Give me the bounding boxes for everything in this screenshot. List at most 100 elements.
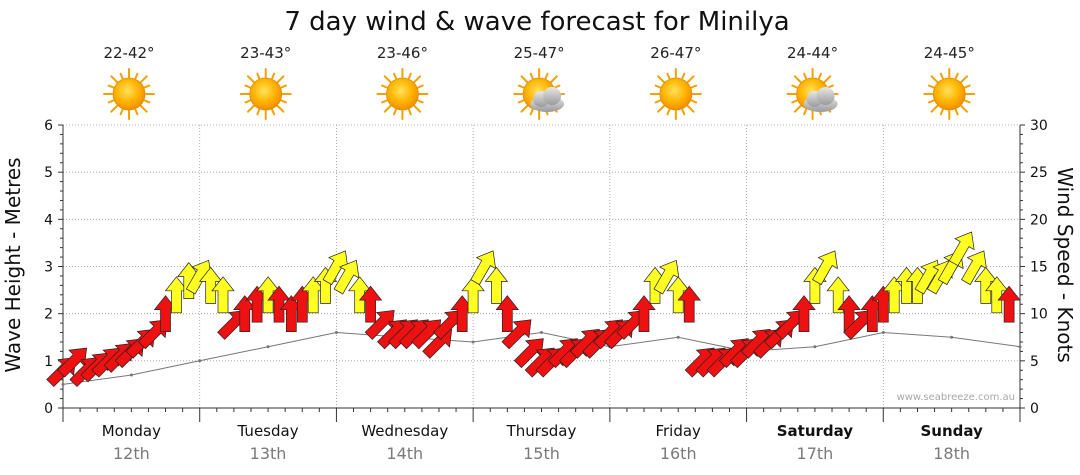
sun-ray — [793, 75, 802, 83]
wind-arrow-shape — [137, 319, 168, 350]
wind-arrow-shape — [826, 276, 850, 314]
sun-ray — [383, 105, 392, 113]
sun-ray — [417, 99, 424, 104]
sun-ray — [280, 99, 288, 104]
sun-ray — [666, 108, 671, 116]
wind-arrow-shape — [948, 231, 975, 267]
wind-arrow — [137, 319, 168, 350]
sun-ray — [413, 105, 422, 113]
sun-ray — [381, 84, 388, 89]
day-date-label: 13th — [250, 444, 287, 463]
cloud-shape — [803, 87, 838, 112]
wind-arrow — [948, 231, 975, 267]
sun-disc — [112, 77, 146, 111]
wave-height-point — [813, 345, 817, 349]
sun-ray — [939, 72, 944, 80]
wind-arrow — [826, 276, 850, 314]
sun-ray — [553, 84, 561, 89]
sun-ray — [119, 108, 124, 116]
sun-ray — [271, 72, 276, 80]
day-name-label: Sunday — [920, 422, 983, 440]
sun-disc — [932, 77, 966, 111]
wind-arrow — [211, 276, 235, 314]
y2-axis-title: Wind Speed - Knots — [1053, 167, 1077, 363]
sun-ray — [803, 108, 808, 116]
sun-ray — [134, 72, 139, 80]
wind-arrow — [333, 259, 360, 295]
y-tick-label: 4 — [44, 212, 53, 228]
sun-icon — [239, 68, 292, 120]
sun-ray — [544, 72, 549, 80]
sun-ray — [963, 99, 971, 104]
credit-text: www.seabreeze.com.au — [897, 392, 1015, 403]
y2-tick-label: 5 — [1030, 354, 1039, 370]
weather-row: 22-42° 23-43° 23-46° 25-47° 26-47° 24-44° 24-4… — [103, 44, 976, 120]
temperature-label: 25-47° — [514, 44, 565, 62]
wave-height-point — [266, 345, 270, 349]
day-date-label: 14th — [386, 444, 423, 463]
wind-arrow-shape — [211, 276, 235, 314]
sun-ray — [690, 99, 698, 104]
temperature-label: 23-43° — [240, 44, 291, 62]
sun-disc — [249, 77, 283, 111]
wind-arrow-shape — [792, 295, 816, 333]
cloud-part — [816, 87, 835, 105]
wind-arrow — [461, 276, 485, 314]
sun-ray — [681, 108, 686, 116]
sun-ray — [960, 105, 968, 113]
y-tick-label: 3 — [44, 260, 53, 276]
wave-height-point — [1018, 345, 1022, 349]
sun-ray — [271, 108, 276, 116]
day-name-label: Wednesday — [361, 422, 448, 440]
sun-ray — [140, 105, 148, 113]
y2-tick-label: 0 — [1030, 401, 1039, 417]
sun-disc — [659, 77, 693, 111]
y-tick-label: 1 — [44, 354, 53, 370]
wind-series — [46, 231, 1021, 388]
sun-ray — [517, 99, 525, 104]
wind-arrow-shape — [484, 266, 509, 304]
sun-ray — [393, 72, 397, 80]
temperature-label: 24-44° — [787, 44, 838, 62]
partly-cloudy-icon — [513, 68, 566, 120]
sun-ray — [276, 75, 285, 83]
wind-arrow — [57, 347, 88, 378]
day-date-label: 18th — [933, 444, 970, 463]
day-name-label: Thursday — [506, 422, 577, 440]
y2-tick-label: 20 — [1030, 212, 1048, 228]
sun-ray — [413, 75, 422, 83]
wave-height-point — [334, 331, 338, 334]
chart-title: 7 day wind & wave forecast for Minilya — [284, 7, 789, 37]
wind-arrow-shape — [997, 285, 1021, 323]
wave-height-point — [676, 335, 680, 339]
sun-ray — [550, 75, 558, 83]
sun-ray — [119, 72, 124, 80]
sun-ray — [417, 84, 424, 89]
sun-ray — [793, 105, 802, 113]
day-name-label: Monday — [102, 422, 161, 440]
sun-ray — [930, 105, 939, 113]
wind-arrow-shape — [470, 250, 497, 286]
wave-height-point — [950, 335, 954, 339]
sun-ray — [930, 75, 939, 83]
sun-ray — [244, 84, 252, 89]
sun-ray — [529, 108, 534, 116]
sun-ray — [143, 99, 151, 104]
sun-ray — [686, 75, 695, 83]
sun-ray — [110, 75, 118, 83]
sun-ray — [520, 75, 529, 83]
sun-ray — [954, 72, 959, 80]
day-date-label: 17th — [797, 444, 834, 463]
wind-arrow-shape — [57, 347, 88, 378]
wind-arrow — [632, 295, 656, 333]
wind-arrow-shape — [461, 276, 485, 314]
sun-icon — [103, 68, 155, 120]
sun-ray — [134, 108, 139, 116]
temperature-label: 24-45° — [924, 44, 975, 62]
wind-arrow — [470, 250, 497, 286]
temperature-label: 23-46° — [377, 44, 428, 62]
wind-arrow — [812, 250, 838, 286]
wave-height-point — [471, 340, 475, 344]
wind-arrow-shape — [632, 295, 656, 333]
sun-ray — [256, 108, 261, 116]
